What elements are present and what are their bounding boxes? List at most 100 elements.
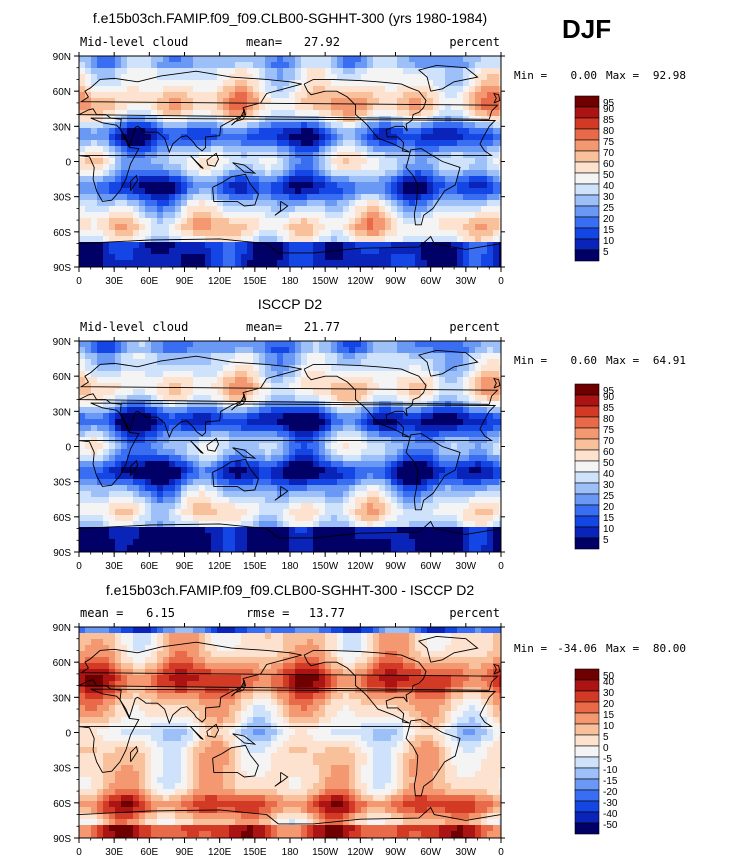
field-cell [247, 128, 254, 135]
field-cell [373, 104, 380, 111]
field-cell [469, 146, 476, 153]
field-cell [157, 485, 164, 492]
field-cell [379, 443, 386, 450]
field-cell [211, 206, 218, 213]
field-cell [361, 401, 368, 408]
field-cell [331, 425, 338, 432]
field-cell [313, 383, 320, 390]
field-cell [451, 236, 458, 243]
field-cell [451, 383, 458, 390]
field-cell [103, 74, 110, 81]
field-cell [385, 230, 392, 237]
field-cell [433, 212, 440, 219]
field-cell [301, 80, 308, 87]
field-cell [313, 200, 320, 207]
field-cell [187, 449, 194, 456]
field-cell [295, 122, 302, 129]
field-cell [85, 443, 92, 450]
field-cell [271, 224, 278, 231]
field-cell [409, 353, 416, 360]
field-cell [415, 158, 422, 165]
field-cell [169, 515, 176, 522]
field-cell [295, 425, 302, 432]
colorbar-box [574, 183, 600, 196]
field-cell [235, 104, 242, 111]
field-cell [157, 479, 164, 486]
field-cell [367, 194, 374, 201]
field-cell [481, 449, 488, 456]
field-cell [121, 80, 128, 87]
field-cell [277, 407, 284, 414]
field-cell [439, 341, 446, 348]
field-cell [169, 128, 176, 135]
field-cell [235, 497, 242, 504]
field-cell [343, 449, 350, 456]
field-cell [121, 371, 128, 378]
field-cell [85, 449, 92, 456]
field-cell [133, 395, 140, 402]
field-cell [199, 473, 206, 480]
field-cell [391, 242, 398, 249]
field-cell [133, 479, 140, 486]
field-cell [355, 140, 362, 147]
field-cell [403, 236, 410, 243]
field-cell [493, 104, 500, 111]
field-cell [415, 443, 422, 450]
field-cell [469, 158, 476, 165]
field-cell [163, 431, 170, 438]
field-cell [121, 407, 128, 414]
field-cell [295, 359, 302, 366]
field-cell [253, 503, 260, 510]
field-cell [343, 485, 350, 492]
field-cell [235, 122, 242, 129]
field-cell [427, 170, 434, 177]
field-cell [499, 449, 501, 456]
field-cell [391, 503, 398, 510]
field-cell [415, 248, 422, 255]
field-cell [451, 497, 458, 504]
field-cell [433, 224, 440, 231]
field-cell [289, 56, 296, 63]
field-cell [397, 401, 404, 408]
field-cell [145, 419, 152, 426]
field-cell [295, 503, 302, 510]
field-cell [295, 389, 302, 396]
field-cell [139, 230, 146, 237]
field-cell [469, 176, 476, 183]
field-cell [85, 353, 92, 360]
field-cell [373, 467, 380, 474]
field-cell [403, 134, 410, 141]
field-cell [163, 485, 170, 492]
field-cell [187, 86, 194, 93]
field-cell [325, 74, 332, 81]
field-cell [163, 479, 170, 486]
field-cell [205, 68, 212, 75]
field-cell [427, 146, 434, 153]
field-cell [169, 230, 176, 237]
field-cell [439, 164, 446, 171]
field-cell [385, 122, 392, 129]
field-cell [127, 413, 134, 420]
field-cell [427, 98, 434, 105]
field-cell [487, 230, 494, 237]
field-cell [283, 413, 290, 420]
field-cell [97, 176, 104, 183]
field-cell [487, 347, 494, 354]
field-cell [205, 104, 212, 111]
field-cell [79, 86, 86, 93]
field-cell [85, 242, 92, 249]
field-cell [457, 467, 464, 474]
field-cell [259, 80, 266, 87]
field-cell [427, 74, 434, 81]
field-cell [487, 425, 494, 432]
field-cell [199, 401, 206, 408]
field-cell [415, 92, 422, 99]
field-cell [91, 419, 98, 426]
field-cell [163, 170, 170, 177]
field-cell [79, 413, 86, 420]
field-cell [259, 497, 266, 504]
field-cell [235, 389, 242, 396]
field-cell [439, 515, 446, 522]
field-cell [445, 158, 452, 165]
field-cell [163, 128, 170, 135]
